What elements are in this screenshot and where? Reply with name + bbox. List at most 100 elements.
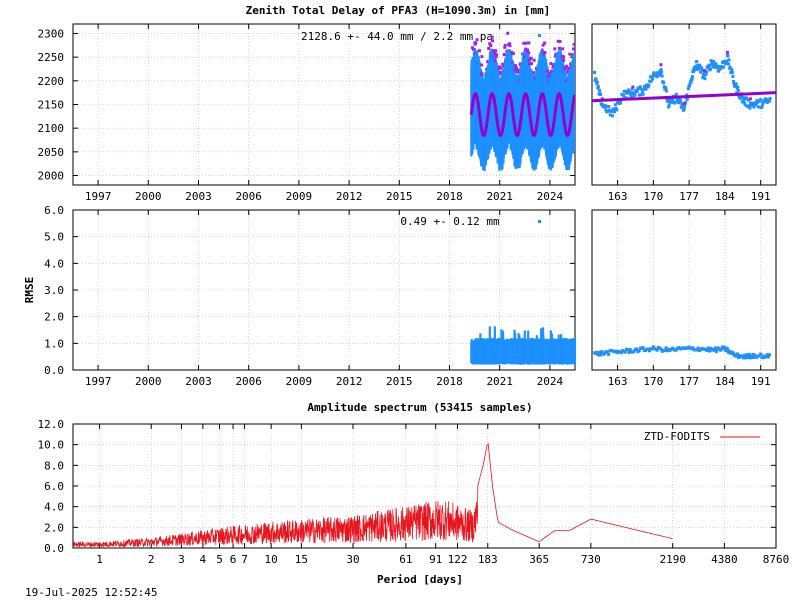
ztd-outlier <box>480 72 484 76</box>
recent-ztd-point <box>621 93 625 97</box>
x-tick-label: 1997 <box>85 375 112 388</box>
recent-rmse-point <box>725 347 729 351</box>
spectrum-xlabel: Period [days] <box>377 573 463 586</box>
y-tick-label: 2.0 <box>44 521 64 534</box>
x-tick-label: 30 <box>346 553 359 566</box>
recent-ztd-point <box>688 82 692 86</box>
ztd-outlier <box>548 73 552 77</box>
recent-rmse-point <box>713 348 717 352</box>
y-tick-label: 2300 <box>38 27 65 40</box>
ztd-outlier <box>529 62 533 66</box>
recent-ztd-point <box>627 88 631 92</box>
x-tick-label: 170 <box>643 190 663 203</box>
recent-ztd-point <box>724 62 728 66</box>
recent-ztd-point <box>642 87 646 91</box>
ztd-outlier <box>532 58 536 62</box>
recent-ztd-point <box>736 89 740 93</box>
recent-ztd-point <box>694 67 698 71</box>
recent-ztd-point <box>699 70 703 74</box>
recent-ztd-point <box>720 65 724 69</box>
recent-rmse-point <box>719 347 723 351</box>
recent-ztd-point <box>736 85 740 89</box>
x-tick-label: 8760 <box>763 553 790 566</box>
recent-ztd-point <box>638 85 642 89</box>
recent-ztd-point <box>671 98 674 102</box>
recent-ztd-point <box>727 58 731 62</box>
recent-rmse-point <box>628 348 632 352</box>
recent-rmse-point <box>623 350 627 354</box>
rmse-points <box>470 326 577 365</box>
recent-ztd-point <box>734 82 738 86</box>
ztd-outlier <box>570 53 574 57</box>
y-tick-label: 8.0 <box>44 459 64 472</box>
ztd-outlier <box>480 55 484 59</box>
y-tick-label: 1.0 <box>44 337 64 350</box>
recent-ztd-point <box>594 78 598 82</box>
x-tick-label: 2009 <box>286 190 313 203</box>
recent-rmse-point <box>722 345 726 349</box>
annotation-marker <box>538 220 541 223</box>
ztd-outlier <box>518 62 522 66</box>
recent-ztd-point <box>639 87 643 91</box>
recent-ztd-point <box>759 98 763 102</box>
spectrum-line <box>73 442 673 548</box>
recent-ztd-point <box>658 69 662 73</box>
recent-ztd-point <box>650 75 654 79</box>
ztd-outlier <box>513 64 517 68</box>
x-tick-label: 191 <box>751 190 771 203</box>
rmse-annotation: 0.49 +- 0.12 mm <box>400 215 500 228</box>
ztd-outlier <box>567 66 571 70</box>
ztd-outlier <box>543 41 547 45</box>
recent-rmse-point <box>736 352 740 356</box>
recent-ztd-point <box>611 107 615 111</box>
ztd-outlier <box>554 52 558 56</box>
y-tick-label: 2.0 <box>44 311 64 324</box>
x-tick-label: 2012 <box>336 375 363 388</box>
ztd-outlier <box>503 43 507 47</box>
recent-rmse-point <box>595 350 599 354</box>
recent-ztd-point <box>623 96 627 100</box>
recent-ztd-point <box>618 100 622 104</box>
ztd-outlier <box>548 71 552 75</box>
x-tick-label: 1997 <box>85 190 112 203</box>
recent-ztd-point <box>756 105 760 109</box>
ztd-outlier <box>474 41 478 45</box>
ztd-outlier <box>493 52 497 56</box>
ztd-outlier <box>524 47 528 51</box>
recent-rmse-point <box>646 347 650 351</box>
recent-trend-line <box>592 91 776 103</box>
recent-rmse-point <box>730 350 734 354</box>
ztd-outlier <box>508 42 512 46</box>
ztd-outlier <box>490 35 494 39</box>
recent-ztd-point <box>615 108 619 112</box>
recent-ztd-point <box>660 70 664 74</box>
ztd-outlier <box>541 43 545 47</box>
recent-ztd-point <box>708 67 712 71</box>
x-tick-label: 2024 <box>537 190 564 203</box>
x-tick-label: 2006 <box>235 375 262 388</box>
recent-ztd-point <box>664 87 668 91</box>
recent-rmse-point <box>641 346 645 350</box>
ztd-outlier <box>546 69 550 73</box>
ztd-outlier <box>524 41 528 45</box>
recent-ztd-point <box>748 106 752 110</box>
recent-ztd-point <box>628 90 632 94</box>
ztd-outlier <box>501 62 505 66</box>
ztd-outlier <box>556 39 560 43</box>
ztd-outlier <box>502 64 506 68</box>
recent-ztd-point <box>700 66 704 70</box>
recent-rmse-point <box>674 348 678 352</box>
rmse-point-band <box>573 338 577 364</box>
recent-rmse-point <box>731 351 735 355</box>
recent-rmse-point <box>737 356 741 360</box>
recent-ztd-point <box>698 64 702 68</box>
x-tick-label: 2003 <box>185 375 212 388</box>
ztd-outlier <box>508 44 512 48</box>
recent-ztd-point <box>673 100 677 104</box>
ztd-outlier <box>558 39 562 43</box>
x-tick-label: 2024 <box>537 375 564 388</box>
recent-ztd-point <box>667 103 671 107</box>
recent-rmse-point <box>760 356 764 360</box>
ztd-outlier <box>566 68 570 72</box>
recent-rmse-point <box>751 352 755 356</box>
